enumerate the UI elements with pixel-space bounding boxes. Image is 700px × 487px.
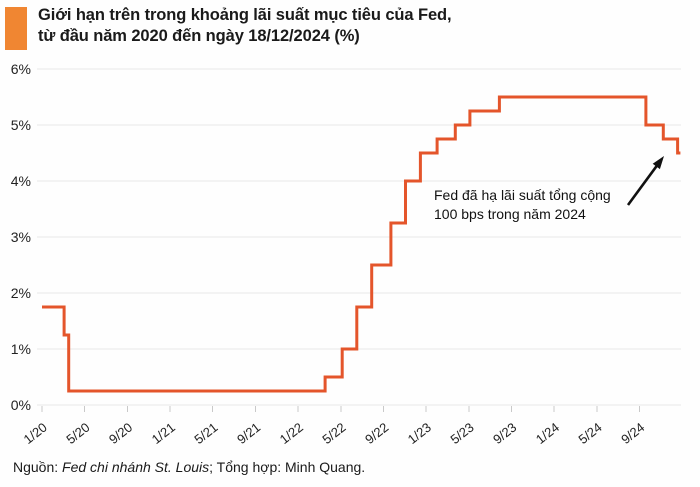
y-tick-label: 3% [11, 229, 31, 245]
x-tick-label: 5/22 [319, 420, 348, 447]
x-tick-label: 1/21 [149, 420, 178, 447]
y-tick-label: 0% [11, 397, 31, 413]
y-tick-label: 6% [11, 61, 31, 77]
x-tick-label: 9/22 [362, 420, 391, 447]
x-tick-label: 5/23 [447, 420, 476, 447]
source-note: Nguồn: Fed chi nhánh St. Louis; Tổng hợp… [13, 459, 365, 475]
x-tick-label: 9/24 [618, 420, 647, 447]
x-tick-label: 5/24 [576, 420, 605, 447]
y-tick-label: 2% [11, 285, 31, 301]
x-tick-label: 1/24 [533, 420, 562, 447]
source-name: Fed chi nhánh St. Louis [62, 459, 210, 475]
annotation-line2: 100 bps trong năm 2024 [434, 206, 586, 222]
x-tick-label: 1/20 [21, 420, 50, 447]
rate-step-line [42, 95, 681, 393]
source-prefix: Nguồn: [13, 459, 63, 475]
annotation-arrow-shaft [626, 163, 660, 206]
title-accent-bar [5, 7, 27, 50]
source-suffix: ; Tổng hợp: Minh Quang. [209, 459, 366, 475]
chart-title-line2: từ đầu năm 2020 đến ngày 18/12/2024 (%) [38, 27, 360, 45]
chart-title: Giới hạn trên trong khoảng lãi suất mục … [38, 5, 452, 47]
annotation-label: Fed đã hạ lãi suất tổng cộng 100 bps tro… [434, 186, 611, 224]
x-tick-label: 9/20 [106, 420, 135, 447]
x-tick-label: 5/21 [191, 420, 220, 447]
annotation-line1: Fed đã hạ lãi suất tổng cộng [434, 187, 611, 203]
x-tick-label: 1/23 [405, 420, 434, 447]
annotation-arrow-head [652, 156, 664, 170]
y-tick-label: 5% [11, 117, 31, 133]
y-tick-label: 4% [11, 173, 31, 189]
x-tick-label: 5/20 [63, 420, 92, 447]
x-tick-label: 9/23 [490, 420, 519, 447]
chart-title-line1: Giới hạn trên trong khoảng lãi suất mục … [38, 6, 452, 24]
x-tick-label: 9/21 [234, 420, 263, 447]
x-tick-label: 1/22 [277, 420, 306, 447]
y-tick-label: 1% [11, 341, 31, 357]
